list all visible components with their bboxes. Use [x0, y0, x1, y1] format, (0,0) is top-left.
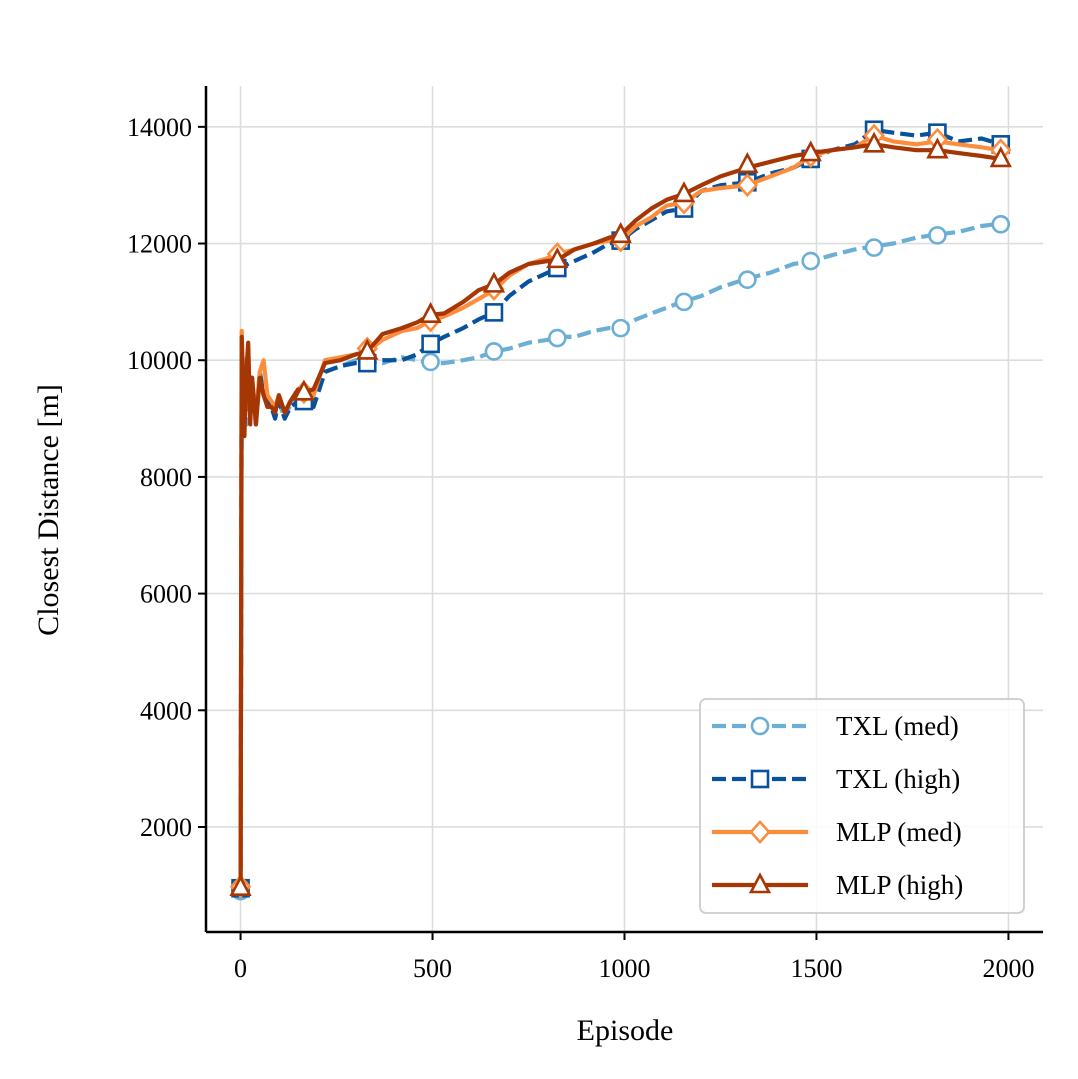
legend-marker	[750, 769, 770, 789]
series-mlp-high-marker	[229, 874, 252, 896]
series-txl-med-marker	[928, 226, 947, 245]
x-axis-title: Episode	[577, 1014, 674, 1047]
series-mlp-high-marker	[672, 181, 696, 203]
y-tick-label: 10000	[127, 346, 192, 375]
series-line-mlp-high	[238, 142, 1002, 888]
y-tick-label: 2000	[140, 813, 192, 842]
series-mlp-high	[229, 131, 1012, 896]
y-axis-title: Closest Distance [m]	[32, 384, 65, 636]
legend-entry-mlp-med: MLP (med)	[712, 817, 962, 847]
y-tick-label: 4000	[140, 696, 192, 725]
legend-marker	[748, 872, 772, 894]
series-mlp-high-marker	[799, 140, 822, 162]
series-mlp-high-marker	[546, 247, 569, 269]
series-txl-med-marker	[864, 238, 884, 257]
legend-box	[699, 698, 1025, 914]
series-txl-med-marker	[548, 328, 567, 348]
series-txl-med-marker	[738, 270, 757, 290]
legend-label: TXL (high)	[836, 764, 960, 794]
series-txl-med-marker	[611, 318, 630, 338]
x-tick-label: 2000	[982, 954, 1034, 983]
legend-label: MLP (high)	[836, 870, 963, 900]
legend-entry-txl-high: TXL (high)	[712, 764, 960, 794]
series-mlp-high-marker	[292, 379, 316, 401]
series-txl-high-marker	[484, 303, 504, 322]
series-txl-med-marker	[484, 342, 504, 361]
legend: TXL (med) TXL (high) MLP (med) MLP (high)	[699, 698, 1025, 914]
series-mlp-high-marker	[736, 151, 759, 174]
x-tick-label: 1500	[790, 954, 842, 983]
series-txl-med-marker	[421, 352, 440, 372]
y-tick-label: 8000	[140, 463, 192, 492]
series-layer	[229, 120, 1012, 901]
series-line-mlp-med	[238, 133, 1002, 887]
grid	[206, 86, 1043, 932]
y-tick-label: 6000	[140, 580, 192, 609]
series-mlp-high-marker	[862, 131, 886, 153]
series-mlp-high-marker	[419, 301, 442, 324]
y-tick-label: 12000	[127, 230, 192, 259]
series-mlp-high-marker	[356, 338, 379, 360]
legend-label: TXL (med)	[836, 711, 959, 741]
x-tick-label: 500	[413, 954, 452, 983]
legend-entry-txl-med: TXL (med)	[712, 711, 959, 741]
y-tick-label: 14000	[127, 113, 192, 142]
legend-marker	[749, 820, 771, 844]
series-mlp-high-marker	[609, 222, 632, 244]
series-txl-med-marker	[991, 214, 1011, 234]
legend-entry-mlp-high: MLP (high)	[712, 870, 963, 900]
series-mlp-high-marker	[482, 271, 506, 293]
series-mlp-high-marker	[989, 146, 1012, 168]
series-mlp-high-marker	[926, 137, 949, 159]
series-txl-med-marker	[674, 292, 694, 312]
legend-label: MLP (med)	[836, 817, 962, 847]
series-line-txl-med	[238, 221, 1005, 892]
ticks: 0 500 1000 1500 2000 2000 4000 6000 8000 10000 120…	[127, 113, 1034, 983]
legend-marker	[750, 716, 770, 736]
series-txl-med-marker	[801, 251, 821, 271]
series-mlp-med-marker	[736, 173, 759, 198]
x-tick-label: 0	[234, 954, 247, 983]
series-txl-high-marker	[421, 334, 440, 354]
x-tick-label: 1000	[599, 954, 651, 983]
